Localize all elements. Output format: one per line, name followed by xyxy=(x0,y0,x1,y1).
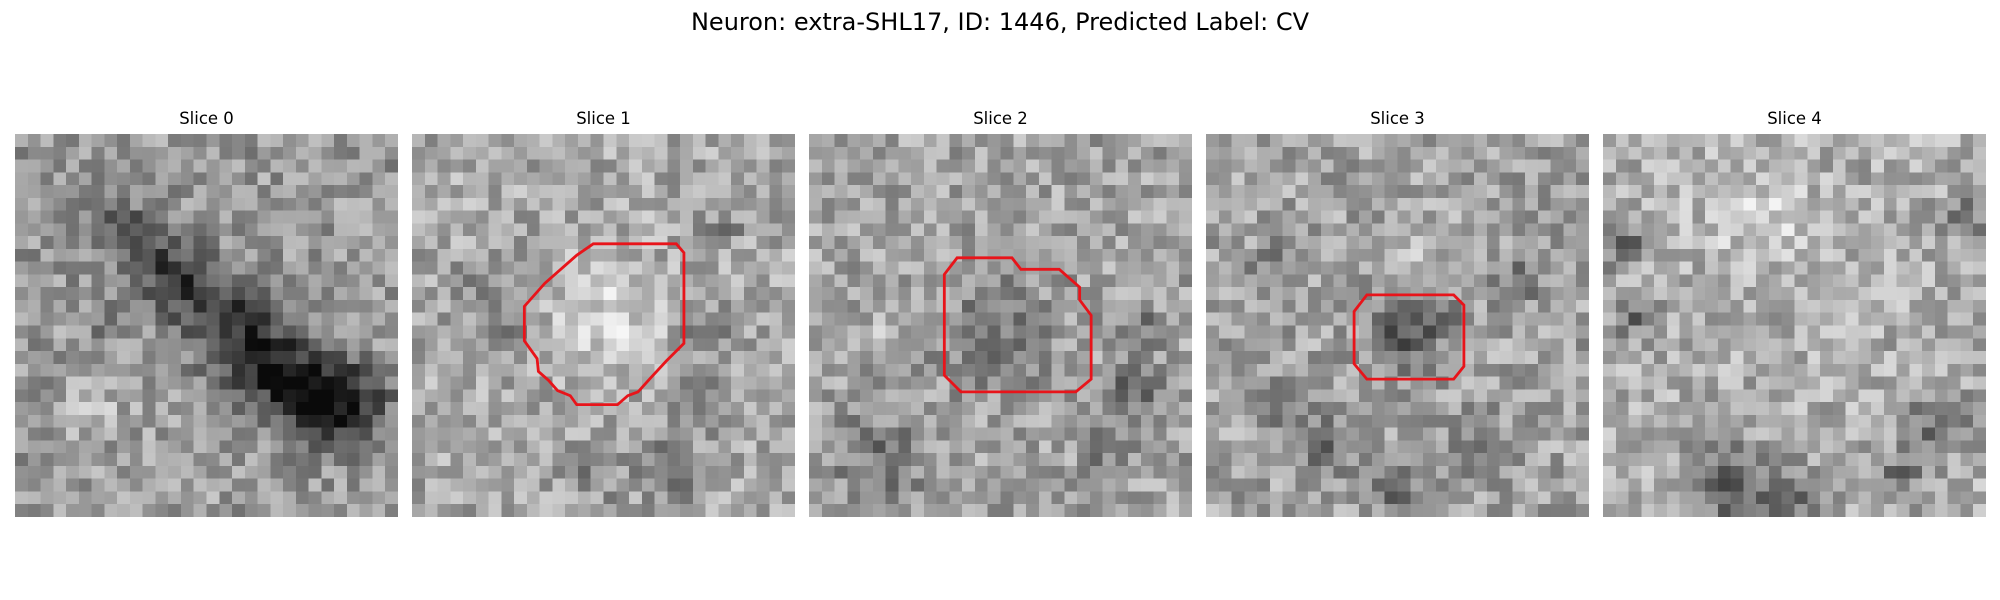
slice-title: Slice 4 xyxy=(1767,109,1822,128)
slice-image xyxy=(1603,134,1986,517)
segmentation-contour xyxy=(942,256,1093,394)
grayscale-pixel-grid xyxy=(15,134,398,517)
slice-image xyxy=(15,134,398,517)
slice-title: Slice 2 xyxy=(973,109,1028,128)
segmentation-contour xyxy=(1352,293,1466,381)
slice-image xyxy=(1206,134,1589,517)
figure-title: Neuron: extra-SHL17, ID: 1446, Predicted… xyxy=(690,8,1310,36)
slice-title: Slice 1 xyxy=(576,109,631,128)
grayscale-pixel-grid xyxy=(809,134,1192,517)
slice-title: Slice 0 xyxy=(179,109,234,128)
grayscale-pixel-grid xyxy=(1603,134,1986,517)
grayscale-pixel-grid xyxy=(412,134,795,517)
grayscale-pixel-grid xyxy=(1206,134,1589,517)
slice-image xyxy=(809,134,1192,517)
slice-image xyxy=(412,134,795,517)
segmentation-contour xyxy=(522,242,686,407)
slice-title: Slice 3 xyxy=(1370,109,1425,128)
